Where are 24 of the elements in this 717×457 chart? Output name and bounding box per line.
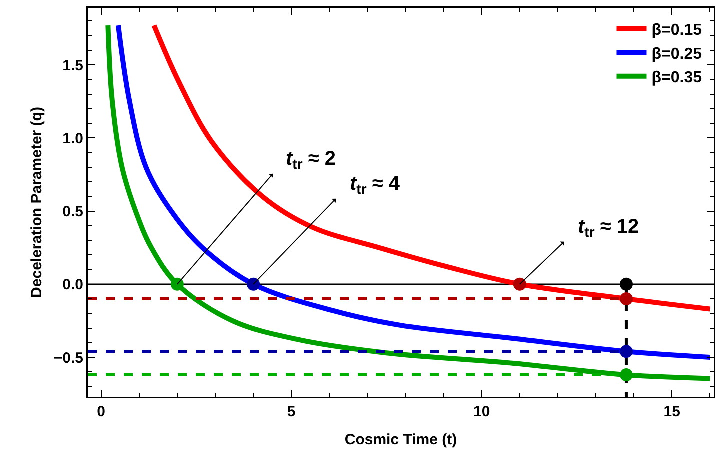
point <box>247 278 260 291</box>
legend-label: β=0.35 <box>652 70 702 87</box>
point <box>620 345 633 358</box>
x-tick-label: 15 <box>664 404 680 420</box>
annotation: t$_{tr}$ ≈ 12 <box>578 216 640 240</box>
x-tick-label: 10 <box>474 404 490 420</box>
y-tick-label: 1.0 <box>62 130 84 148</box>
annotation: t$_{tr}$ ≈ 4 <box>350 173 401 198</box>
legend-label: β=0.15 <box>652 22 702 40</box>
point <box>620 292 633 306</box>
x-tick-label: 5 <box>287 404 296 420</box>
x-axis-title: Cosmic Time (t) <box>344 431 458 448</box>
legend-label: β=0.25 <box>652 46 702 63</box>
point <box>513 278 526 291</box>
x-tick-label: 0 <box>97 404 106 420</box>
y-axis-title: Deceleration Parameter (q) <box>28 107 46 298</box>
y-tick-label: 0.5 <box>62 204 84 221</box>
point <box>620 368 633 382</box>
point <box>170 278 184 291</box>
point <box>620 278 633 291</box>
y-tick-label: 0.0 <box>62 276 84 294</box>
annotation: t$_{tr}$ ≈ 2 <box>286 148 336 172</box>
y-tick-label: −0.5 <box>54 350 84 367</box>
y-tick-label: 1.5 <box>62 57 84 74</box>
